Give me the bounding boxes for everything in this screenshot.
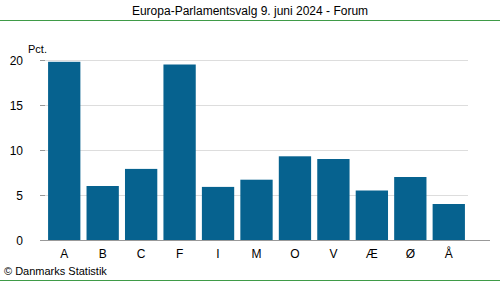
grid-line — [45, 150, 468, 151]
bar — [317, 159, 349, 240]
x-tick-label: F — [176, 247, 183, 261]
y-tick-label: 10 — [10, 144, 24, 158]
title: Europa-Parlamentsvalg 9. juni 2024 - For… — [132, 4, 368, 18]
bar — [433, 204, 465, 240]
bar — [163, 65, 195, 241]
y-tick — [40, 105, 45, 106]
header-rule — [0, 20, 500, 21]
grid-line — [45, 60, 468, 61]
y-label: Pct. — [28, 43, 47, 55]
x-tick-label: A — [60, 247, 68, 261]
bar — [356, 191, 388, 241]
bar — [87, 186, 119, 240]
x-tick-label: M — [252, 247, 262, 261]
x-axis — [45, 240, 490, 241]
footer-rule — [0, 280, 500, 281]
y-tick — [40, 240, 45, 241]
bar — [125, 169, 157, 240]
x-tick-label: I — [216, 247, 219, 261]
x-tick-label: O — [290, 247, 299, 261]
x-tick-label: B — [99, 247, 107, 261]
x-tick-label: C — [137, 247, 146, 261]
bar — [240, 180, 272, 240]
source: © Danmarks Statistik — [4, 265, 107, 277]
bar — [202, 187, 234, 240]
y-tick-label: 0 — [16, 234, 23, 248]
grid-line — [45, 105, 468, 106]
bar — [394, 177, 426, 240]
x-tick-label: V — [329, 247, 337, 261]
bar — [279, 156, 311, 240]
y-tick-label: 20 — [10, 54, 24, 68]
bar — [48, 62, 80, 240]
y-tick-label: 5 — [16, 189, 23, 203]
y-tick — [40, 195, 45, 196]
x-tick-label: Å — [445, 246, 453, 261]
y-tick — [40, 60, 45, 61]
y-tick-label: 15 — [10, 99, 24, 113]
y-tick — [40, 150, 45, 151]
x-tick-label: Ø — [406, 247, 415, 261]
x-tick-label: Æ — [366, 247, 378, 261]
bars — [48, 62, 465, 240]
chart: Europa-Parlamentsvalg 9. juni 2024 - For… — [0, 0, 500, 282]
